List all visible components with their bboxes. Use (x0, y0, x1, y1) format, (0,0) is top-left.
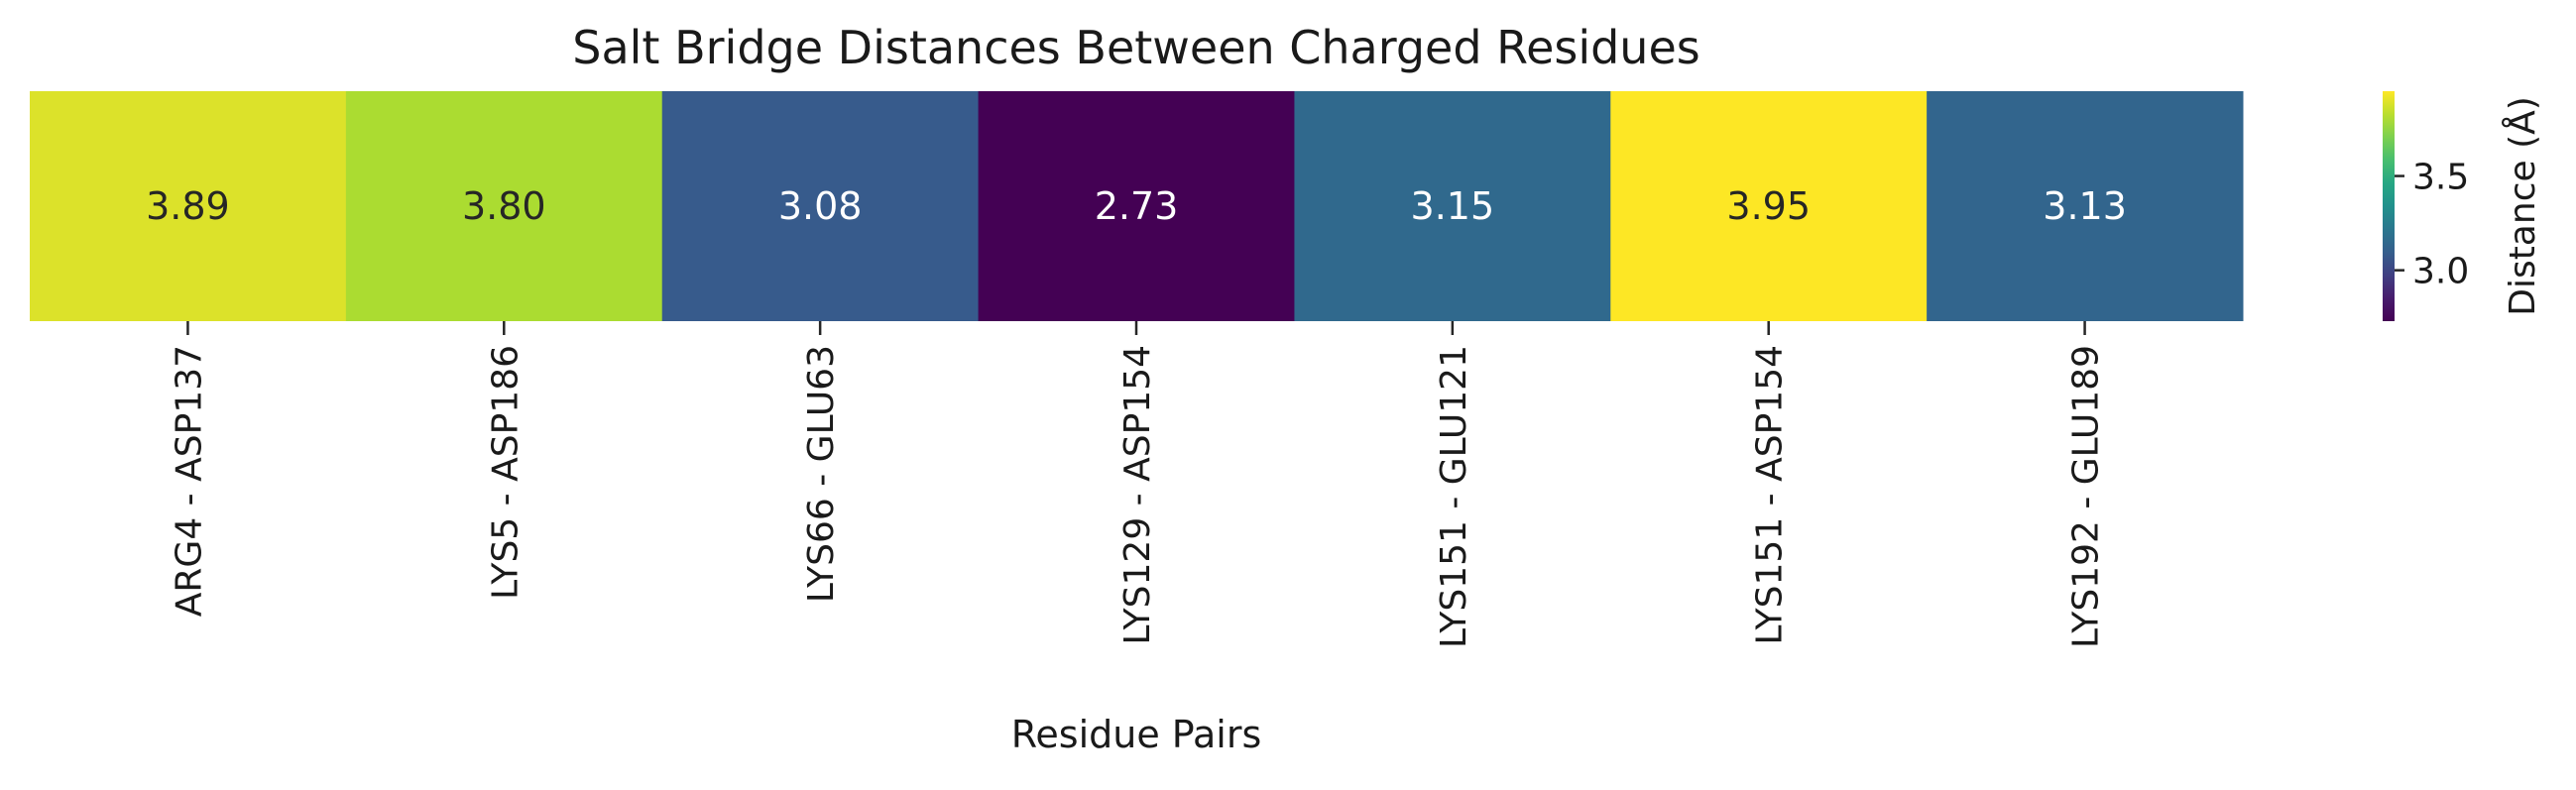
cell-value-label: 3.80 (462, 184, 546, 228)
heatmap-cell (1294, 91, 1611, 321)
colorbar-ticks: 3.0 3.5 (2395, 158, 2469, 292)
cell-value-label: 3.08 (778, 184, 863, 228)
x-axis-tick-labels: ARG4 - ASP137 LYS5 - ASP186 LYS66 - GLU63 L… (169, 345, 2106, 648)
heatmap-cell (661, 91, 980, 321)
cell-value-labels: 3.89 3.80 3.08 2.73 3.15 3.95 3.13 (146, 184, 2127, 228)
heatmap-cell (1927, 91, 2244, 321)
x-axis-ticks (186, 321, 2086, 335)
heatmap-cell (345, 91, 663, 321)
chart-title: Salt Bridge Distances Between Charged Re… (572, 21, 1699, 74)
cell-value-label: 3.89 (146, 184, 230, 228)
cell-value-label: 3.15 (1411, 184, 1495, 228)
colorbar-tick-label: 3.0 (2412, 252, 2469, 292)
cell-value-label: 3.13 (2043, 184, 2127, 228)
colorbar-label: Distance (Å) (2501, 96, 2543, 316)
heatmap-cells (30, 91, 2244, 321)
x-axis-tick-label: LYS129 - ASP154 (1117, 345, 1158, 645)
cell-value-label: 3.95 (1726, 184, 1811, 228)
x-axis-tick-label: LYS192 - GLU189 (2066, 345, 2107, 648)
x-axis-tick-label: LYS151 - GLU121 (1434, 345, 1474, 648)
x-axis-label: Residue Pairs (1011, 713, 1262, 756)
heatmap-cell (978, 91, 1295, 321)
x-axis-tick-label: LYS5 - ASP186 (485, 345, 526, 600)
x-axis-tick-label: LYS151 - ASP154 (1750, 345, 1791, 645)
heatmap-cell (1610, 91, 1928, 321)
x-axis-tick-label: ARG4 - ASP137 (169, 345, 209, 617)
colorbar (2383, 91, 2395, 321)
cell-value-label: 2.73 (1095, 184, 1179, 228)
heatmap-cell (30, 91, 347, 321)
colorbar-tick-label: 3.5 (2412, 158, 2469, 198)
x-axis-tick-label: LYS66 - GLU63 (801, 345, 842, 603)
